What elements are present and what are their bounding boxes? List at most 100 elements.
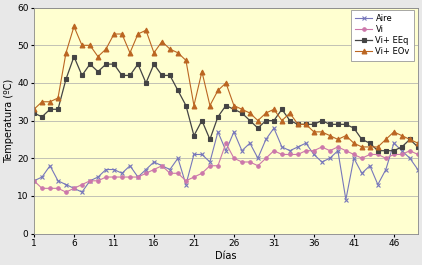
- Vi+ EEq: [399, 145, 404, 148]
- Vi+ EOv: [200, 70, 205, 73]
- Vi+ EOv: [63, 51, 68, 54]
- Vi+ EOv: [399, 134, 404, 137]
- Vi+ EEq: [335, 123, 341, 126]
- Vi: [215, 164, 220, 167]
- Vi: [119, 175, 124, 179]
- Vi+ EEq: [55, 108, 60, 111]
- Vi: [391, 153, 396, 156]
- Vi+ EEq: [295, 123, 300, 126]
- Vi: [192, 175, 197, 179]
- Vi+ EOv: [335, 138, 341, 141]
- Vi+ EEq: [263, 119, 268, 122]
- Vi: [319, 145, 325, 148]
- Vi: [151, 168, 157, 171]
- Vi: [263, 157, 268, 160]
- Aire: [111, 168, 116, 171]
- Vi+ EEq: [176, 89, 181, 92]
- Vi+ EEq: [383, 149, 388, 152]
- Line: Aire: Aire: [32, 126, 420, 202]
- Vi+ EOv: [135, 32, 141, 36]
- Vi: [127, 175, 133, 179]
- Vi+ EEq: [271, 119, 276, 122]
- Vi+ EOv: [375, 145, 380, 148]
- Vi+ EOv: [151, 51, 157, 54]
- Vi: [207, 164, 212, 167]
- Aire: [335, 149, 341, 152]
- Aire: [391, 142, 396, 145]
- Line: Vi: Vi: [32, 142, 419, 194]
- Vi+ EEq: [352, 126, 357, 130]
- Vi: [383, 157, 388, 160]
- Vi+ EOv: [79, 44, 84, 47]
- Vi+ EOv: [344, 134, 349, 137]
- Vi+ EOv: [327, 134, 333, 137]
- Vi: [63, 191, 68, 194]
- Vi+ EEq: [311, 123, 316, 126]
- Vi+ EEq: [303, 123, 308, 126]
- Vi+ EOv: [367, 145, 372, 148]
- Vi+ EOv: [407, 138, 412, 141]
- Vi: [111, 175, 116, 179]
- Vi: [327, 149, 333, 152]
- Aire: [327, 157, 333, 160]
- Vi+ EEq: [143, 81, 149, 85]
- Aire: [303, 142, 308, 145]
- Vi+ EEq: [184, 104, 189, 107]
- Vi: [375, 153, 380, 156]
- Vi+ EOv: [359, 145, 364, 148]
- Line: Vi+ EOv: Vi+ EOv: [32, 24, 420, 149]
- Vi+ EEq: [359, 138, 364, 141]
- Aire: [87, 179, 92, 182]
- Vi+ EOv: [383, 138, 388, 141]
- Aire: [247, 142, 252, 145]
- Vi: [103, 175, 108, 179]
- Vi+ EEq: [247, 119, 252, 122]
- Vi+ EEq: [32, 112, 37, 115]
- Vi+ EOv: [176, 51, 181, 54]
- Vi+ EEq: [231, 108, 236, 111]
- Vi+ EOv: [223, 81, 228, 85]
- Vi: [399, 153, 404, 156]
- Vi+ EOv: [303, 123, 308, 126]
- Vi+ EEq: [367, 142, 372, 145]
- Aire: [135, 175, 141, 179]
- Vi+ EEq: [415, 145, 420, 148]
- Aire: [239, 149, 244, 152]
- Vi+ EEq: [319, 119, 325, 122]
- Aire: [63, 183, 68, 186]
- Vi: [40, 187, 45, 190]
- Vi: [239, 160, 244, 164]
- Vi+ EOv: [111, 32, 116, 36]
- Aire: [359, 172, 364, 175]
- Aire: [127, 164, 133, 167]
- Vi+ EOv: [55, 96, 60, 100]
- Vi+ EEq: [287, 119, 292, 122]
- Aire: [344, 198, 349, 201]
- Vi: [295, 153, 300, 156]
- Y-axis label: Temperatura (ºC): Temperatura (ºC): [4, 78, 14, 163]
- Aire: [95, 175, 100, 179]
- Vi+ EOv: [143, 29, 149, 32]
- Vi: [303, 149, 308, 152]
- Vi+ EOv: [215, 89, 220, 92]
- Vi+ EOv: [184, 59, 189, 62]
- Vi: [160, 164, 165, 167]
- Aire: [311, 153, 316, 156]
- Vi+ EEq: [71, 55, 76, 58]
- Vi+ EEq: [135, 63, 141, 66]
- Vi+ EEq: [327, 123, 333, 126]
- Vi: [135, 175, 141, 179]
- Vi: [184, 179, 189, 182]
- Vi: [95, 179, 100, 182]
- Aire: [207, 160, 212, 164]
- Aire: [319, 160, 325, 164]
- Aire: [40, 175, 45, 179]
- Vi+ EEq: [63, 78, 68, 81]
- Aire: [375, 183, 380, 186]
- Aire: [399, 149, 404, 152]
- Vi+ EEq: [79, 74, 84, 77]
- Vi+ EOv: [295, 123, 300, 126]
- Vi+ EEq: [40, 115, 45, 118]
- Vi+ EOv: [287, 112, 292, 115]
- Vi: [352, 153, 357, 156]
